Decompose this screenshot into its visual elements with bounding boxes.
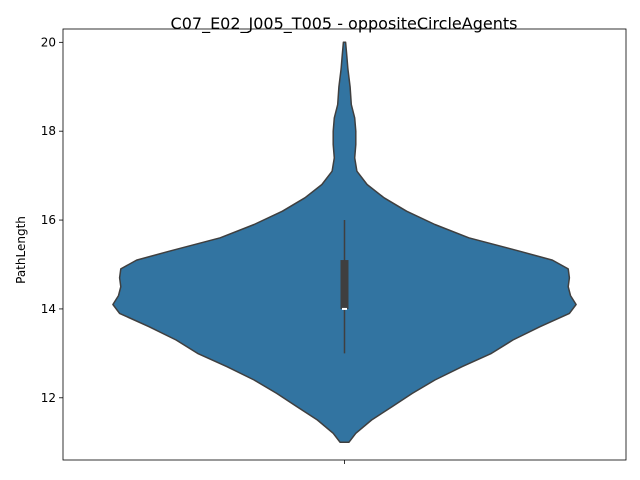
plot-area [112,41,577,443]
y-tick-label: 16 [41,213,56,227]
y-axis: 12 14 16 18 20 [41,35,63,405]
box-median [342,307,347,310]
y-tick-label: 12 [41,391,56,405]
y-tick-label: 18 [41,124,56,138]
y-tick-label: 20 [41,35,56,49]
y-axis-label: PathLength [14,216,28,284]
y-tick-label: 14 [41,302,56,316]
chart-title: C07_E02_J005_T005 - oppositeCircleAgents [171,14,518,34]
box-iqr [340,260,349,309]
